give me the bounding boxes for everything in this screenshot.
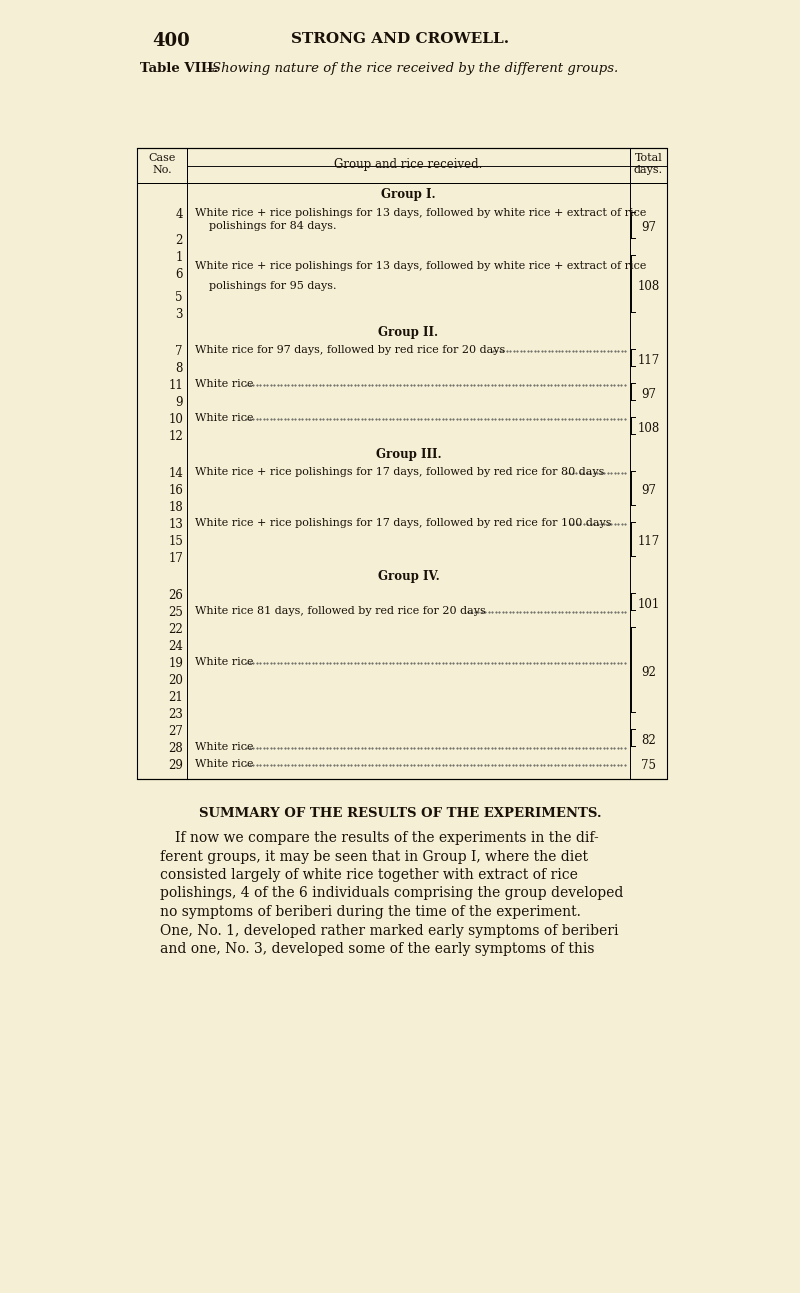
Text: 7: 7 (175, 345, 183, 358)
Text: If now we compare the results of the experiments in the dif-: If now we compare the results of the exp… (175, 831, 598, 846)
Text: 400: 400 (152, 32, 190, 50)
Text: ferent groups, it may be seen that in Group I, where the diet: ferent groups, it may be seen that in Gr… (160, 850, 588, 864)
Bar (137, 147, 667, 184)
Text: 9: 9 (175, 396, 183, 409)
Text: 23: 23 (168, 709, 183, 721)
Text: 75: 75 (641, 759, 656, 772)
Text: STRONG AND CROWELL.: STRONG AND CROWELL. (291, 32, 509, 47)
Text: Group and rice received.: Group and rice received. (334, 158, 482, 171)
Text: 97: 97 (641, 388, 656, 401)
Text: 108: 108 (638, 422, 660, 434)
Text: 16: 16 (168, 484, 183, 497)
Text: Group II.: Group II. (378, 326, 438, 339)
Text: 27: 27 (168, 725, 183, 738)
Text: SUMMARY OF THE RESULTS OF THE EXPERIMENTS.: SUMMARY OF THE RESULTS OF THE EXPERIMENT… (198, 807, 602, 820)
Text: 3: 3 (175, 308, 183, 321)
Text: Total
days.: Total days. (634, 153, 663, 175)
Text: One, No. 1, developed rather marked early symptoms of beriberi: One, No. 1, developed rather marked earl… (160, 923, 618, 937)
Text: Case
No.: Case No. (148, 153, 176, 175)
Text: polishings for 84 days.: polishings for 84 days. (209, 221, 337, 231)
Text: 4: 4 (175, 208, 183, 221)
Text: 21: 21 (168, 690, 183, 703)
Text: 26: 26 (168, 590, 183, 603)
Text: 2: 2 (176, 234, 183, 247)
Text: White rice + rice polishings for 17 days, followed by red rice for 100 days: White rice + rice polishings for 17 days… (195, 518, 611, 528)
Text: 11: 11 (168, 379, 183, 392)
Text: 29: 29 (168, 759, 183, 772)
Text: polishings for 95 days.: polishings for 95 days. (209, 281, 337, 291)
Text: White rice: White rice (195, 759, 254, 769)
Text: 97: 97 (641, 221, 656, 234)
Text: Showing nature of the rice received by the different groups.: Showing nature of the rice received by t… (212, 62, 618, 75)
Text: 18: 18 (168, 500, 183, 515)
Text: White rice 81 days, followed by red rice for 20 days: White rice 81 days, followed by red rice… (195, 606, 486, 615)
Text: 12: 12 (168, 431, 183, 443)
Text: 24: 24 (168, 640, 183, 653)
Text: 25: 25 (168, 606, 183, 619)
Text: 117: 117 (638, 353, 660, 366)
Text: 108: 108 (638, 279, 660, 292)
Text: 15: 15 (168, 535, 183, 548)
Text: 117: 117 (638, 535, 660, 548)
Text: and one, No. 3, developed some of the early symptoms of this: and one, No. 3, developed some of the ea… (160, 943, 594, 956)
Text: 17: 17 (168, 552, 183, 565)
Text: 28: 28 (168, 742, 183, 755)
Text: White rice for 97 days, followed by red rice for 20 days: White rice for 97 days, followed by red … (195, 345, 506, 356)
Text: no symptoms of beriberi during the time of the experiment.: no symptoms of beriberi during the time … (160, 905, 581, 919)
Text: polishings, 4 of the 6 individuals comprising the group developed: polishings, 4 of the 6 individuals compr… (160, 887, 623, 900)
Text: 1: 1 (176, 251, 183, 264)
Text: 97: 97 (641, 484, 656, 497)
Text: 10: 10 (168, 412, 183, 425)
Text: —: — (205, 62, 218, 75)
Text: Group IV.: Group IV. (378, 570, 439, 583)
Text: 5: 5 (175, 291, 183, 304)
Text: White rice + rice polishings for 13 days, followed by white rice + extract of ri: White rice + rice polishings for 13 days… (195, 261, 646, 272)
Text: 22: 22 (168, 623, 183, 636)
Text: Group III.: Group III. (376, 447, 442, 462)
Text: 82: 82 (641, 733, 656, 746)
Text: 19: 19 (168, 657, 183, 670)
Text: 101: 101 (638, 597, 660, 610)
Text: White rice: White rice (195, 379, 254, 389)
Text: Group I.: Group I. (381, 187, 436, 200)
Text: White rice: White rice (195, 657, 254, 667)
Text: White rice + rice polishings for 17 days, followed by red rice for 80 days: White rice + rice polishings for 17 days… (195, 467, 604, 477)
Bar (137, 147, 667, 778)
Text: consisted largely of white rice together with extract of rice: consisted largely of white rice together… (160, 868, 578, 882)
Text: White rice + rice polishings for 13 days, followed by white rice + extract of ri: White rice + rice polishings for 13 days… (195, 208, 646, 219)
Text: 6: 6 (175, 268, 183, 281)
Text: White rice: White rice (195, 412, 254, 423)
Text: 20: 20 (168, 674, 183, 687)
Text: 92: 92 (641, 666, 656, 679)
Text: 8: 8 (176, 362, 183, 375)
Text: Table VIII.: Table VIII. (140, 62, 218, 75)
Text: 14: 14 (168, 467, 183, 480)
Text: White rice: White rice (195, 742, 254, 753)
Text: 13: 13 (168, 518, 183, 531)
